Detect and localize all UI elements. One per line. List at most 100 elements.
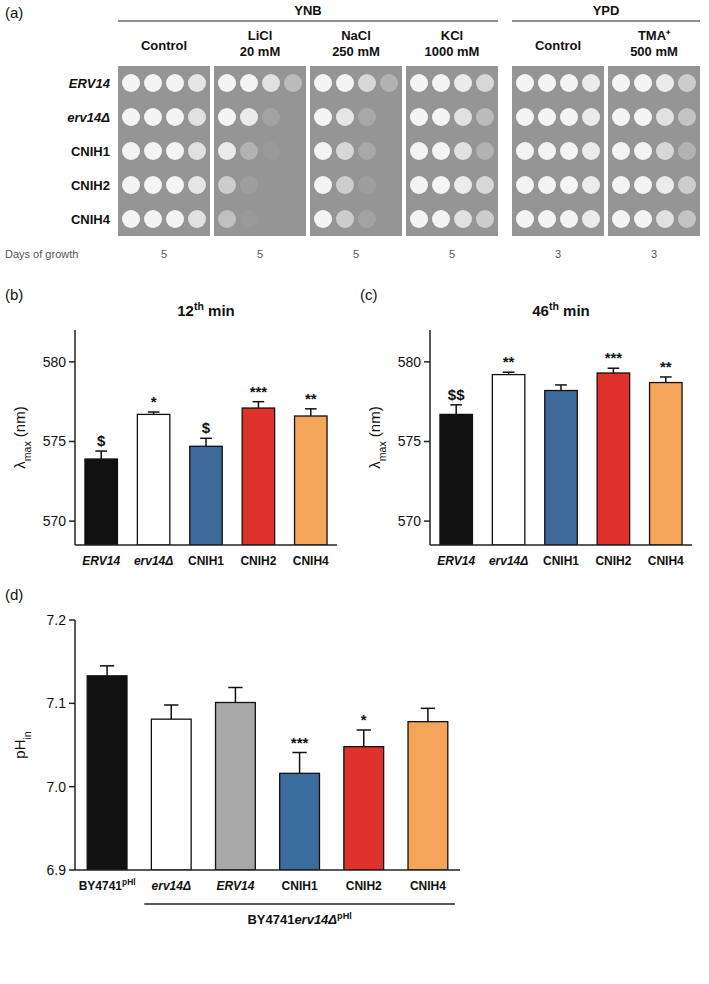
group-label: BY4741erv14ΔpHl	[247, 911, 351, 927]
error-cap	[228, 687, 242, 689]
bar	[216, 703, 256, 871]
y-tick	[69, 441, 75, 443]
text-span: max	[376, 441, 388, 462]
spot	[582, 142, 600, 160]
text-span: KCl	[441, 28, 463, 43]
spot	[262, 108, 280, 126]
spot	[144, 142, 162, 160]
x-tick-label: CNIH4	[648, 554, 684, 568]
text-span: (a)	[5, 4, 23, 21]
error-stem	[665, 377, 667, 383]
spot	[358, 210, 376, 228]
spot	[284, 74, 302, 92]
error-bar	[503, 372, 515, 374]
bar	[408, 722, 448, 870]
text-span: 7.1	[47, 695, 67, 711]
y-tick-label: 575	[43, 433, 67, 449]
spot	[410, 210, 428, 228]
spot	[166, 74, 184, 92]
spot	[538, 176, 556, 194]
significance: ***	[291, 734, 309, 751]
bar	[87, 676, 127, 870]
error-bar	[292, 753, 306, 774]
text-span: 500 mM	[630, 44, 678, 59]
days-value: 5	[257, 248, 263, 260]
y-tick	[424, 361, 430, 363]
group-bracket	[144, 903, 455, 905]
text-span: KCl	[441, 28, 463, 43]
bar	[545, 391, 577, 545]
bar	[190, 446, 222, 545]
days-value: 3	[555, 248, 561, 260]
x-tick-label: ERV14	[82, 554, 120, 568]
text-span: 6.9	[47, 862, 67, 878]
spot	[218, 210, 236, 228]
significance: $	[202, 419, 211, 436]
text-span: ERV14	[437, 554, 475, 568]
days-label: Days of growth	[5, 248, 78, 260]
spot	[284, 176, 302, 194]
spot	[336, 74, 354, 92]
spot	[380, 210, 398, 228]
spot	[188, 176, 206, 194]
days-value: 5	[161, 248, 167, 260]
bar	[492, 375, 524, 545]
text-span: 1000 mM	[425, 44, 480, 59]
x-axis	[75, 544, 337, 546]
error-bar	[608, 368, 620, 373]
spot	[656, 142, 674, 160]
text-span: *	[151, 393, 157, 410]
text-span: CNIH2	[240, 554, 276, 568]
error-cap	[608, 367, 620, 369]
spot	[582, 176, 600, 194]
text-span: Control	[141, 38, 187, 53]
spot	[656, 108, 674, 126]
text-span: CNIH2	[346, 879, 382, 893]
plate	[512, 66, 604, 236]
text-span: CNIH4	[293, 554, 329, 568]
spot	[218, 74, 236, 92]
spot	[454, 142, 472, 160]
bar	[280, 773, 320, 870]
spot	[454, 210, 472, 228]
x-tick-label: CNIH2	[346, 879, 382, 893]
text-span: Days of growth	[5, 248, 78, 260]
text-span: TMA⁺	[638, 28, 671, 43]
x-tick-label: erv14Δ	[152, 879, 191, 893]
error-cap	[95, 450, 107, 452]
spot	[358, 108, 376, 126]
text-span: th	[194, 300, 204, 312]
bar	[295, 416, 327, 545]
bar	[151, 719, 191, 870]
spot	[284, 108, 302, 126]
text-span: CNIH4	[648, 554, 684, 568]
spot	[656, 74, 674, 92]
y-axis-title: pHin	[11, 731, 33, 759]
error-cap	[253, 401, 265, 403]
spot	[634, 210, 652, 228]
error-cap	[292, 752, 306, 754]
spot	[218, 176, 236, 194]
condition-label: Control	[141, 38, 187, 53]
text-span: (nm)	[11, 406, 28, 441]
significance: **	[660, 358, 672, 375]
text-span: **	[660, 358, 672, 375]
text-span: LiCl	[248, 28, 273, 43]
plate	[214, 66, 306, 236]
condition-label: KCl1000 mM	[425, 28, 480, 59]
spot	[612, 210, 630, 228]
spot	[538, 210, 556, 228]
spot	[218, 142, 236, 160]
significance: **	[305, 390, 317, 407]
y-tick	[69, 786, 75, 788]
significance: $$	[448, 386, 465, 403]
error-bar	[357, 730, 371, 747]
text-span: 575	[43, 433, 67, 449]
text-span: **	[305, 390, 317, 407]
spot	[476, 176, 494, 194]
text-span: YNB	[294, 3, 321, 18]
spot	[634, 176, 652, 194]
text-span: 1000 mM	[425, 44, 480, 59]
error-cap	[555, 384, 567, 386]
text-span: 7.0	[47, 779, 67, 795]
